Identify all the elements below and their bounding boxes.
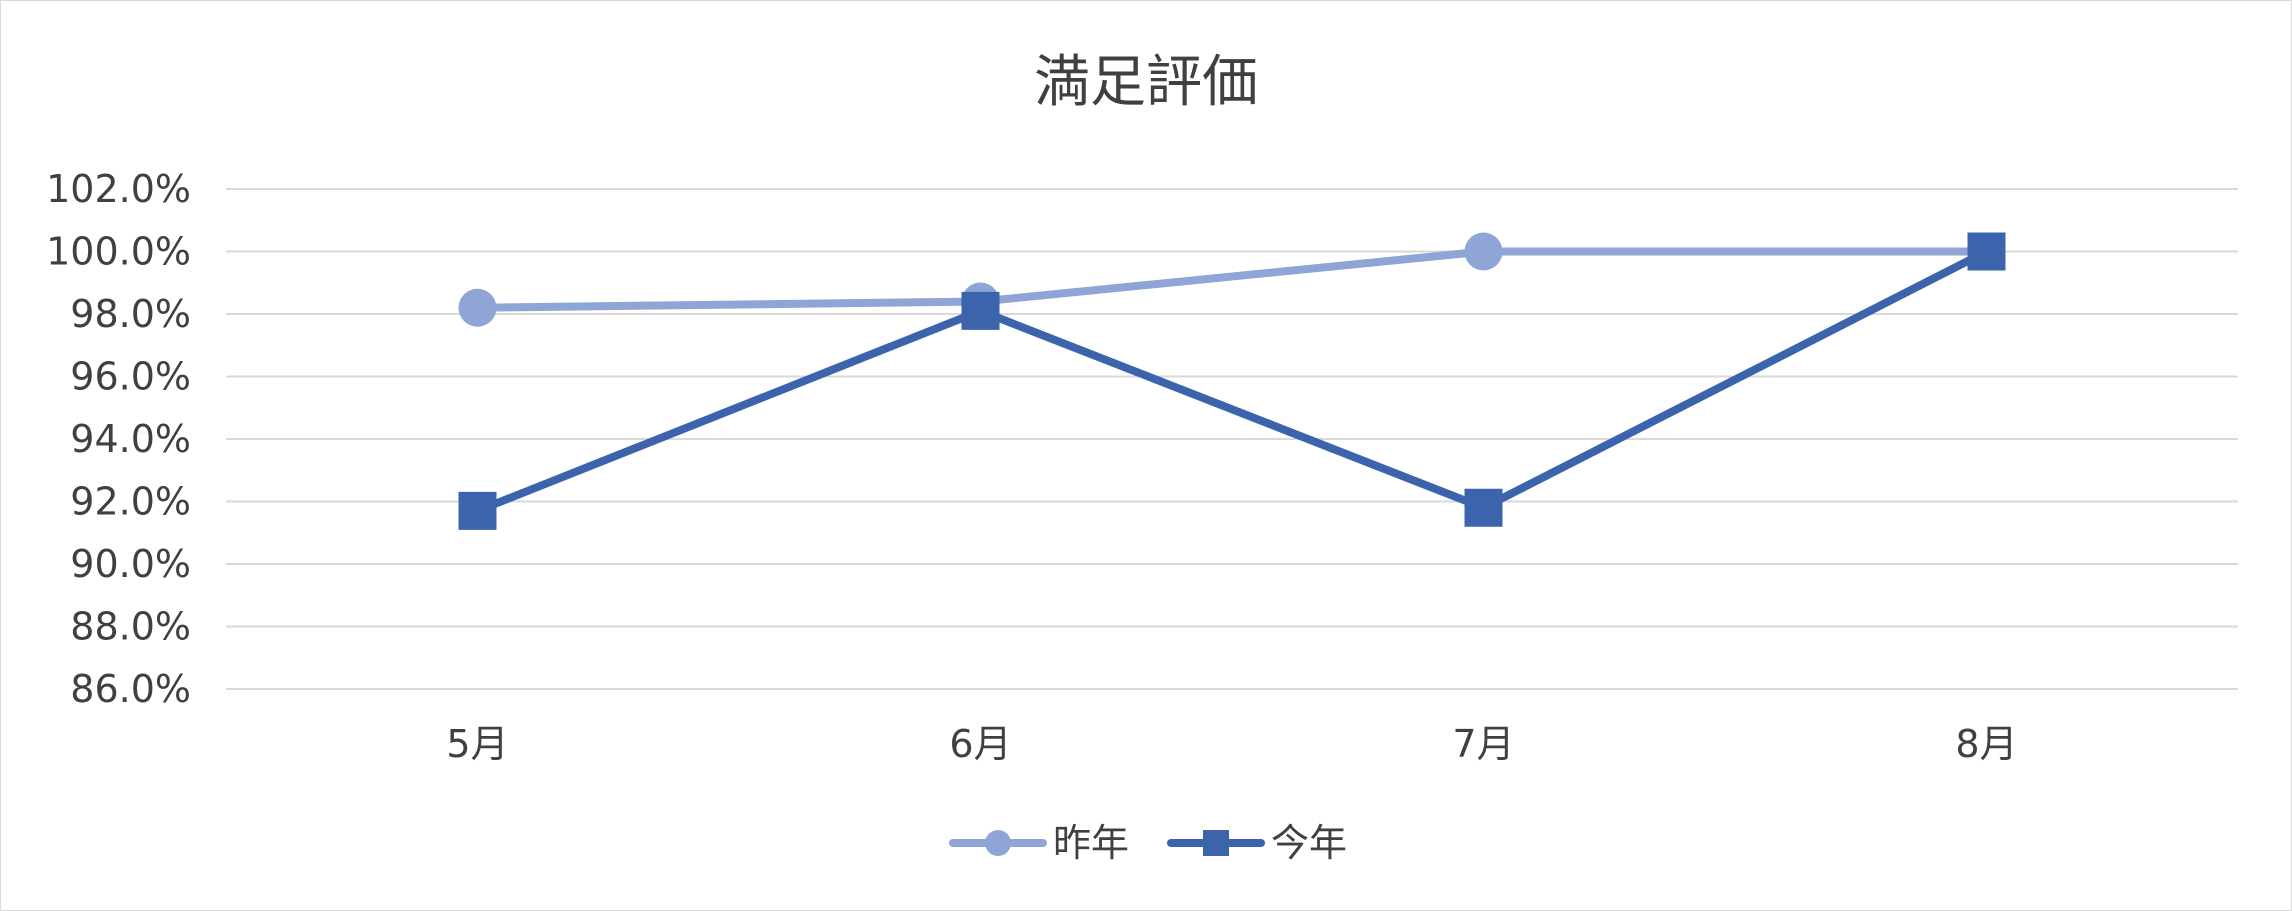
x-tick-label: 8月 (1955, 722, 2017, 766)
data-point (1464, 488, 1503, 527)
series-this-year (458, 232, 2006, 530)
y-tick-label: 100.0% (46, 230, 191, 274)
y-tick-label: 94.0% (70, 417, 191, 461)
chart-title: 満足評価 (1034, 50, 1258, 115)
legend-item: 今年 (1167, 821, 1347, 865)
x-tick-label: 5月 (446, 722, 508, 766)
x-axis-ticks: 5月 6月 7月 8月 (446, 722, 2017, 766)
gridlines (226, 188, 2238, 690)
legend-marker (1203, 830, 1229, 856)
legend-marker (985, 830, 1011, 856)
y-tick-label: 90.0% (70, 542, 191, 586)
series-line (473, 247, 1991, 515)
y-axis-ticks: 86.0% 88.0% 90.0% 92.0% 94.0% 96.0% 98.0% 100.0… (46, 167, 191, 711)
legend: 昨年 今年 (949, 821, 1347, 865)
series-lines (458, 232, 2006, 530)
data-point (961, 291, 1000, 330)
x-tick-label: 7月 (1452, 722, 1514, 766)
data-point (1967, 232, 2006, 271)
data-point (458, 491, 497, 530)
y-tick-label: 102.0% (46, 167, 191, 211)
y-tick-label: 88.0% (70, 605, 191, 649)
legend-label: 今年 (1271, 821, 1347, 865)
legend-item: 昨年 (949, 821, 1129, 865)
data-point (458, 288, 497, 327)
y-tick-label: 98.0% (70, 292, 191, 336)
y-tick-label: 92.0% (70, 480, 191, 524)
series-last-year (458, 232, 2006, 327)
legend-label: 昨年 (1053, 821, 1129, 865)
y-tick-label: 96.0% (70, 355, 191, 399)
y-tick-label: 86.0% (70, 667, 191, 711)
x-tick-label: 6月 (949, 722, 1011, 766)
series-line (473, 247, 1991, 312)
data-point (1464, 232, 1503, 271)
